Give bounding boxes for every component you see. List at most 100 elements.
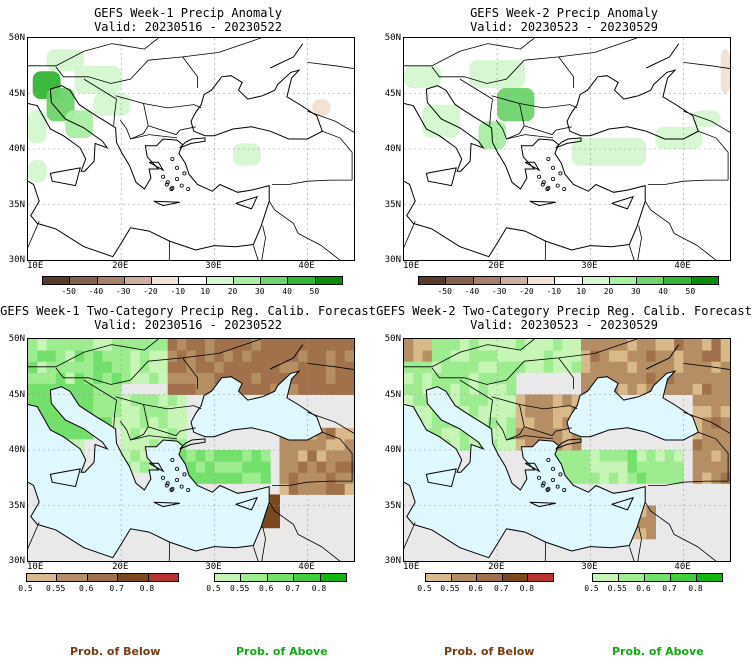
country-border (558, 56, 574, 88)
coastline (148, 161, 165, 172)
grid-cell (260, 339, 271, 351)
country-border (83, 379, 117, 427)
grid-cell (581, 372, 591, 384)
country-border (683, 411, 730, 434)
grid-cell (515, 438, 526, 451)
grid-cell (130, 361, 141, 373)
lat-tick-label: 45N (384, 389, 401, 400)
grid-cell (121, 339, 131, 351)
grid-cell (525, 394, 535, 407)
coastline (566, 69, 699, 140)
grid-cell (506, 361, 517, 373)
lon-tick-label: 20E (112, 261, 129, 271)
grid-cell (627, 372, 638, 384)
island (562, 186, 567, 191)
grid-cell (459, 339, 470, 351)
coastline (190, 69, 323, 140)
grid-cell (186, 350, 197, 362)
mediterranean-sea-mask (28, 386, 270, 558)
grid-cell (37, 394, 48, 407)
country-border (268, 200, 299, 234)
grid-cell (279, 372, 290, 384)
grid-cell (326, 339, 336, 351)
grid-cell (525, 339, 535, 351)
country-border (683, 62, 730, 69)
grid-cell (702, 350, 712, 362)
colorbar-tick-label: 0.55 (230, 584, 250, 593)
grid-cell (335, 438, 346, 451)
grid-cell (692, 450, 703, 462)
grid-cell (316, 438, 327, 451)
grid-cell (167, 361, 178, 373)
grid-cell (195, 339, 206, 351)
grid-cell (158, 372, 169, 384)
lon-tick-label: 40E (298, 261, 315, 271)
grid-cell (223, 450, 234, 462)
grid-cell (515, 361, 526, 373)
grid-cell (702, 372, 712, 384)
colorbar-tick-label: -10 (546, 287, 562, 296)
grid-cell (469, 361, 479, 373)
grid-cell (74, 438, 85, 451)
grid-cell (93, 372, 103, 384)
grid-cell (525, 416, 535, 429)
lat-tick-label: 35N (384, 199, 401, 210)
grid-cell (636, 527, 647, 540)
island (545, 487, 550, 492)
grid-cell (55, 350, 66, 362)
grid-cell (413, 350, 424, 362)
colorbar-tick-label: 0.6 (468, 584, 483, 593)
grid-cell (177, 427, 187, 440)
grid-cell (674, 361, 684, 373)
grid-cell (316, 472, 327, 484)
grid-cell (326, 427, 336, 440)
grid-cell (139, 461, 150, 473)
colorbar-swatch (240, 573, 268, 582)
grid-cell (515, 394, 526, 407)
grid-cell (205, 339, 215, 351)
grid-cell (177, 361, 187, 373)
island (164, 182, 169, 187)
coastline (524, 161, 541, 172)
country-border (506, 435, 554, 441)
island (558, 171, 563, 176)
island (541, 481, 546, 486)
country-border (629, 245, 635, 260)
colorbar-swatch (644, 573, 671, 582)
country-border (644, 200, 675, 234)
grid-cell (205, 450, 215, 462)
colorbar-swatch (592, 573, 619, 582)
lon-tick-label: 10E (27, 562, 44, 572)
grid-cell (571, 450, 582, 462)
grid-cell (149, 427, 159, 440)
grid-cell (487, 427, 498, 440)
grid-cell (344, 461, 354, 473)
grid-cell (186, 361, 197, 373)
island (186, 487, 191, 492)
grid-cell (711, 472, 722, 484)
coastline (179, 137, 206, 149)
grid-cell (139, 416, 150, 429)
colorbar-swatch (314, 276, 343, 285)
country-border (629, 546, 635, 561)
colorbar-swatch (608, 276, 638, 285)
grid-cell (121, 427, 131, 440)
grid-cell (459, 383, 470, 395)
country-border (272, 179, 353, 185)
grid-cell (307, 350, 318, 362)
grid-cell (608, 361, 619, 373)
colorbar-tick-label: -50 (61, 287, 76, 296)
anomaly-colorbar: -50 -40 -30 -20 -10 10 20 30 40 50 (418, 276, 719, 296)
grid-cell (478, 339, 489, 351)
grid-cell (627, 450, 638, 462)
grid-cell (711, 427, 722, 440)
grid-cell (581, 361, 591, 373)
country-border (307, 363, 354, 370)
grid-cell (431, 427, 442, 440)
grid-cell (636, 450, 647, 462)
grid-cell (450, 339, 461, 351)
grid-cell (74, 427, 85, 440)
colorbar-swatch (123, 276, 153, 285)
grid-cell (232, 450, 243, 462)
grid-cell (186, 383, 197, 395)
